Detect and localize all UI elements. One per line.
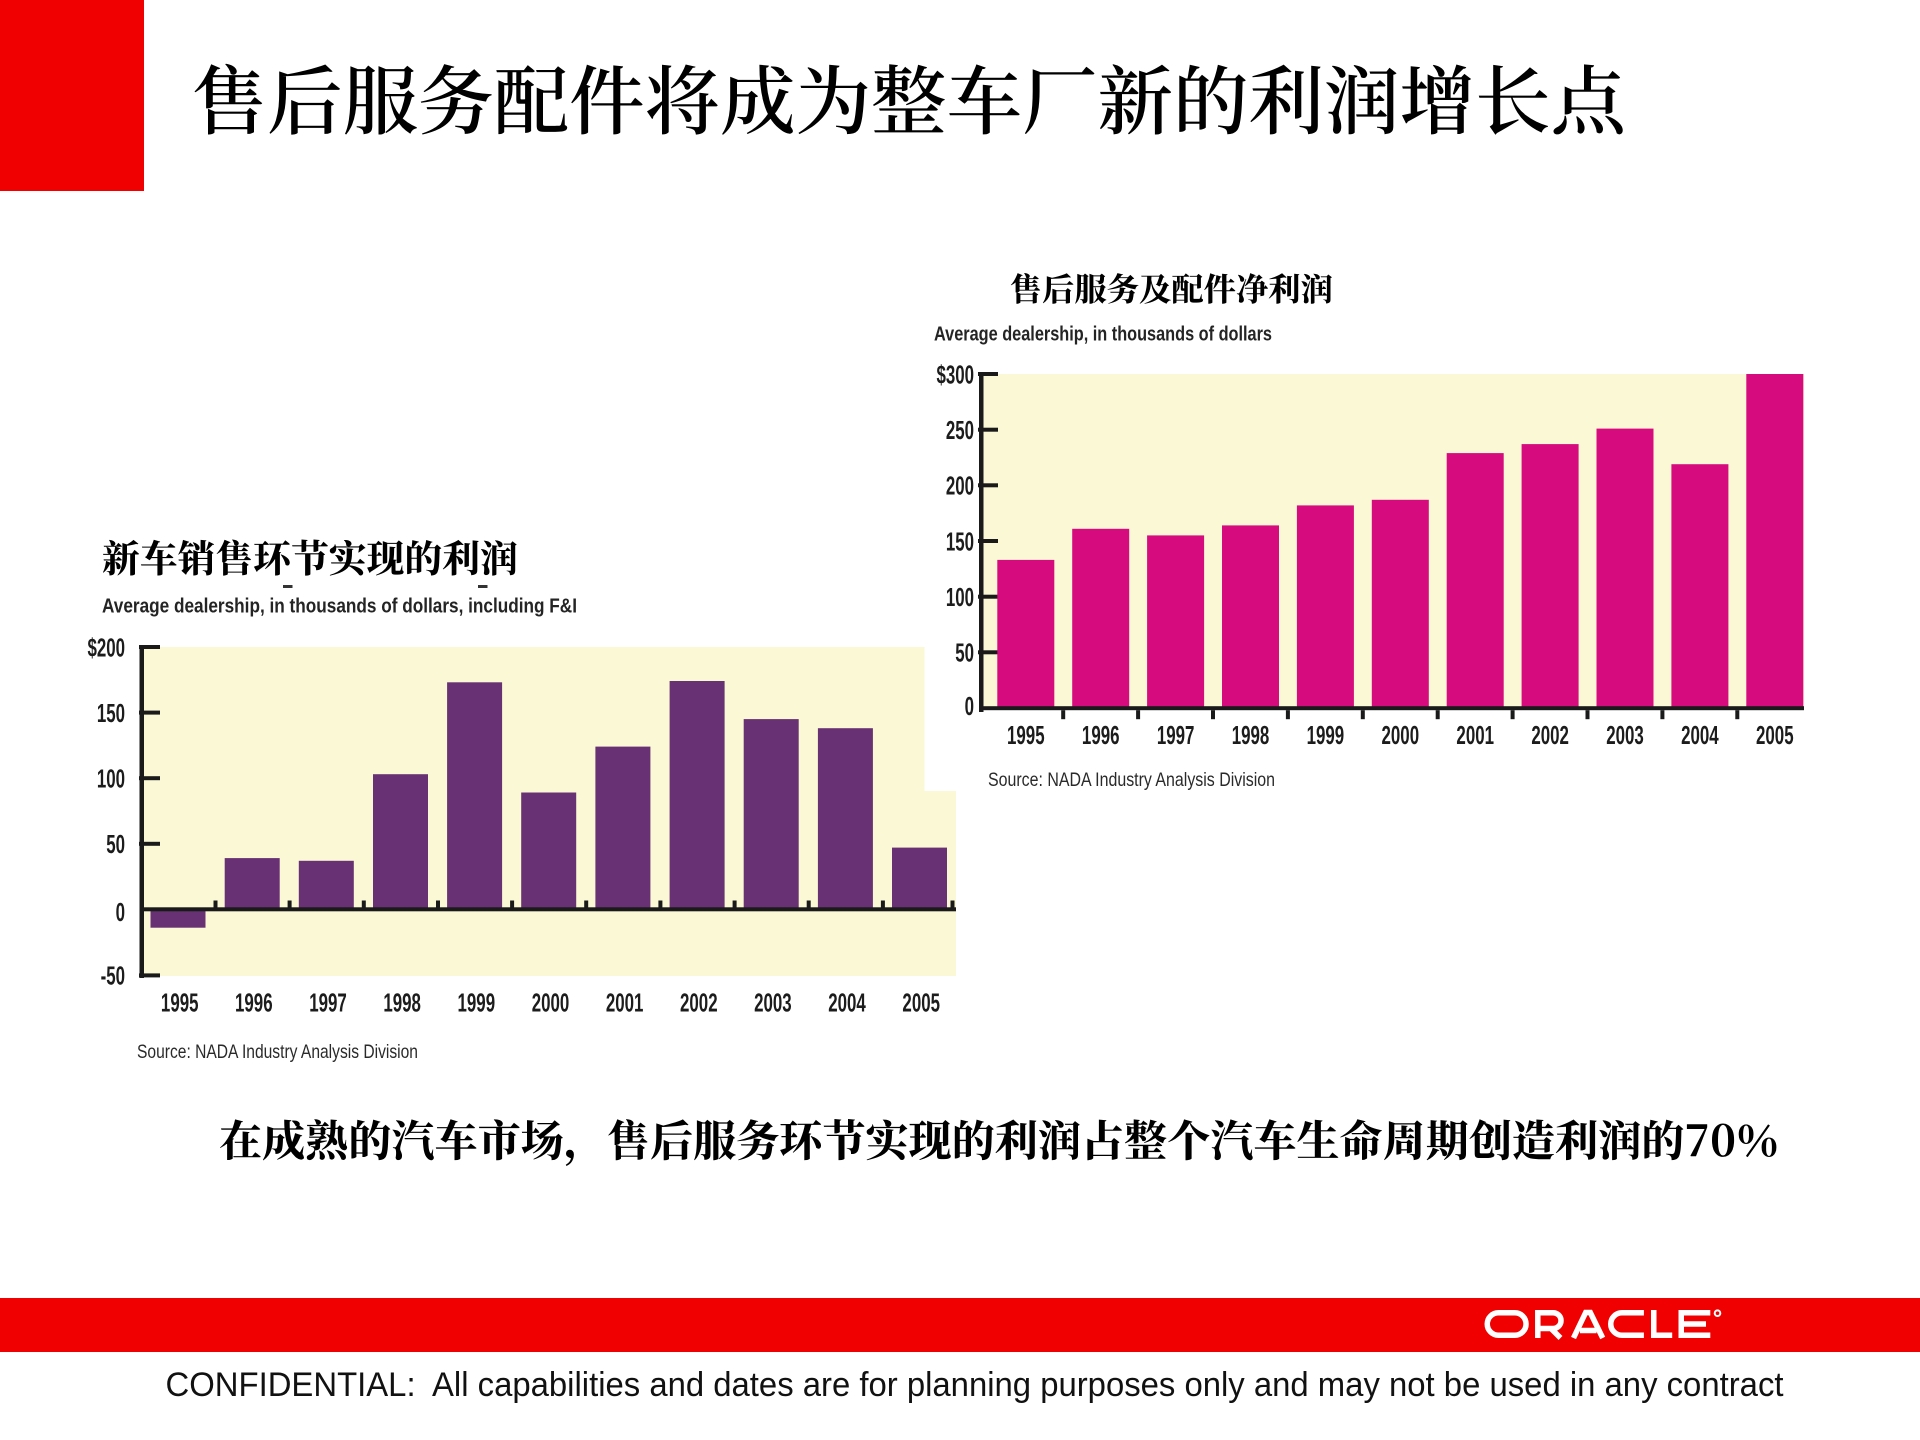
- svg-text:2000: 2000: [532, 988, 570, 1018]
- svg-text:100: 100: [946, 582, 974, 612]
- svg-text:1999: 1999: [458, 988, 496, 1018]
- svg-text:Source: NADA Industry Analysis: Source: NADA Industry Analysis Division: [988, 769, 1275, 791]
- svg-text:1995: 1995: [1007, 720, 1045, 750]
- svg-text:1998: 1998: [383, 988, 421, 1018]
- svg-text:Average dealership, in thousan: Average dealership, in thousands of doll…: [102, 595, 577, 617]
- svg-text:1997: 1997: [309, 988, 347, 1018]
- svg-text:2004: 2004: [828, 988, 866, 1018]
- svg-text:2004: 2004: [1681, 720, 1719, 750]
- svg-text:-50: -50: [101, 961, 125, 991]
- svg-text:Source: NADA Industry Analysis: Source: NADA Industry Analysis Division: [137, 1041, 418, 1063]
- svg-text:2000: 2000: [1382, 720, 1420, 750]
- svg-text:2003: 2003: [1606, 720, 1644, 750]
- svg-text:250: 250: [946, 415, 974, 445]
- svg-text:100: 100: [97, 764, 125, 794]
- svg-text:150: 150: [97, 698, 125, 728]
- svg-text:2003: 2003: [754, 988, 792, 1018]
- svg-text:50: 50: [106, 829, 125, 859]
- svg-text:$200: $200: [87, 633, 125, 663]
- svg-text:CONFIDENTIAL: All capabilitie: CONFIDENTIAL: All capabilities and dates…: [166, 1366, 1785, 1404]
- svg-text:1995: 1995: [161, 988, 199, 1018]
- svg-text:150: 150: [946, 527, 974, 557]
- svg-text:50: 50: [955, 638, 974, 668]
- svg-text:2002: 2002: [1531, 720, 1569, 750]
- svg-text:2005: 2005: [902, 988, 940, 1018]
- svg-text:2005: 2005: [1756, 720, 1794, 750]
- svg-text:2001: 2001: [606, 988, 644, 1018]
- svg-text:$300: $300: [936, 360, 974, 390]
- svg-text:Average dealership, in thousan: Average dealership, in thousands of doll…: [934, 323, 1272, 345]
- svg-text:2002: 2002: [680, 988, 718, 1018]
- svg-text:1996: 1996: [1082, 720, 1120, 750]
- svg-text:2001: 2001: [1456, 720, 1494, 750]
- svg-text:1999: 1999: [1307, 720, 1345, 750]
- svg-text:1998: 1998: [1232, 720, 1270, 750]
- svg-text:0: 0: [965, 691, 974, 721]
- svg-text:0: 0: [116, 897, 125, 927]
- svg-text:1996: 1996: [235, 988, 273, 1018]
- svg-text:200: 200: [946, 471, 974, 501]
- svg-text:1997: 1997: [1157, 720, 1195, 750]
